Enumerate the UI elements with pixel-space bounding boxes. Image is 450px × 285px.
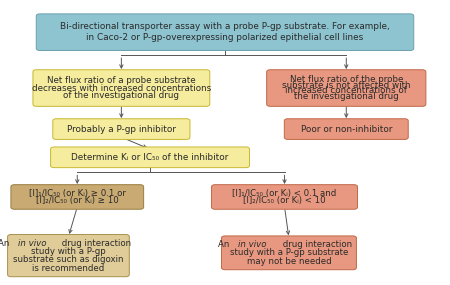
- Text: may not be needed: may not be needed: [247, 257, 331, 266]
- Text: An: An: [218, 240, 232, 249]
- FancyBboxPatch shape: [8, 235, 129, 277]
- Text: drug interaction: drug interaction: [280, 240, 352, 249]
- Text: [I]₁/IC₅₀ (or Kᵢ) ≥ 0.1 or: [I]₁/IC₅₀ (or Kᵢ) ≥ 0.1 or: [29, 189, 126, 198]
- Text: study with a P-gp: study with a P-gp: [31, 247, 106, 256]
- Text: substrate such as digoxin: substrate such as digoxin: [13, 255, 124, 264]
- Text: drug interaction: drug interaction: [59, 239, 131, 248]
- Text: substrate is not affected with: substrate is not affected with: [282, 81, 410, 90]
- Text: Determine Kᵢ or IC₅₀ of the inhibitor: Determine Kᵢ or IC₅₀ of the inhibitor: [72, 153, 229, 162]
- FancyBboxPatch shape: [284, 119, 408, 139]
- FancyBboxPatch shape: [50, 147, 249, 168]
- Text: [I]₂/IC₅₀ (or Kᵢ) < 10: [I]₂/IC₅₀ (or Kᵢ) < 10: [243, 196, 326, 205]
- Text: Net flux ratio of a probe substrate: Net flux ratio of a probe substrate: [47, 76, 196, 85]
- Text: increased concentrations of: increased concentrations of: [285, 86, 407, 95]
- Text: Net flux ratio of the probe: Net flux ratio of the probe: [290, 75, 403, 84]
- Text: Poor or non-inhibitor: Poor or non-inhibitor: [301, 125, 392, 134]
- FancyBboxPatch shape: [36, 14, 414, 50]
- Text: [I]₁/IC₅₀ (or Kᵢ) < 0.1 and: [I]₁/IC₅₀ (or Kᵢ) < 0.1 and: [232, 189, 337, 198]
- Text: in vivo: in vivo: [238, 240, 266, 249]
- FancyBboxPatch shape: [221, 236, 356, 270]
- Text: study with a P-gp substrate: study with a P-gp substrate: [230, 248, 348, 257]
- FancyBboxPatch shape: [53, 119, 190, 139]
- Text: in vivo: in vivo: [18, 239, 46, 248]
- Text: Bi-directional transporter assay with a probe P-gp substrate. For example,: Bi-directional transporter assay with a …: [60, 22, 390, 31]
- Text: of the investigational drug: of the investigational drug: [63, 91, 180, 100]
- Text: in Caco-2 or P-gp-overexpressing polarized epithelial cell lines: in Caco-2 or P-gp-overexpressing polariz…: [86, 33, 364, 42]
- Text: the investigational drug: the investigational drug: [294, 92, 399, 101]
- Text: decreases with increased concentrations: decreases with increased concentrations: [32, 84, 211, 93]
- FancyBboxPatch shape: [33, 70, 210, 106]
- Text: An: An: [0, 239, 12, 248]
- FancyBboxPatch shape: [11, 185, 144, 209]
- Text: Probably a P-gp inhibitor: Probably a P-gp inhibitor: [67, 125, 176, 134]
- FancyBboxPatch shape: [212, 185, 357, 209]
- Text: [I]₂/IC₅₀ (or Kᵢ) ≥ 10: [I]₂/IC₅₀ (or Kᵢ) ≥ 10: [36, 196, 119, 205]
- Text: is recommended: is recommended: [32, 264, 104, 273]
- FancyBboxPatch shape: [267, 70, 426, 106]
